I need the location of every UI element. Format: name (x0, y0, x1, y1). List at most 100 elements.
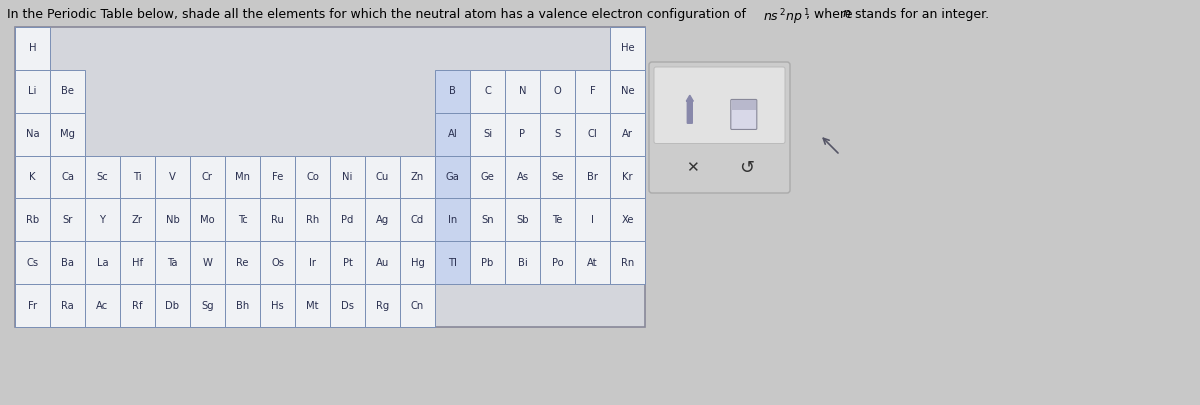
Text: Po: Po (552, 258, 563, 268)
Text: Mo: Mo (200, 215, 215, 225)
Bar (575, 70, 610, 113)
Bar (470, 198, 505, 241)
Bar (330, 198, 365, 241)
Bar (14, 27, 50, 70)
Bar (610, 70, 646, 113)
Text: V: V (169, 172, 176, 182)
Bar (190, 284, 226, 327)
Text: Co: Co (306, 172, 319, 182)
Text: Pd: Pd (341, 215, 354, 225)
Text: Rb: Rb (26, 215, 40, 225)
Bar (295, 156, 330, 198)
Text: Ru: Ru (271, 215, 284, 225)
Text: He: He (620, 43, 635, 53)
Bar (190, 198, 226, 241)
Text: stands for an integer.: stands for an integer. (851, 8, 989, 21)
Bar (732, 100, 756, 111)
Bar (50, 156, 85, 198)
Bar (226, 284, 260, 327)
Bar (120, 241, 155, 284)
Text: Be: Be (61, 86, 74, 96)
Bar (436, 156, 470, 198)
Text: Fe: Fe (272, 172, 283, 182)
Text: ✕: ✕ (686, 160, 698, 175)
Bar (50, 70, 85, 113)
Bar (120, 198, 155, 241)
Bar (155, 156, 190, 198)
Bar (400, 284, 436, 327)
Text: Sb: Sb (516, 215, 529, 225)
Text: Sr: Sr (62, 215, 73, 225)
Bar (505, 241, 540, 284)
Bar (155, 198, 190, 241)
Bar (505, 113, 540, 156)
Text: , where: , where (806, 8, 857, 21)
Text: Hg: Hg (410, 258, 425, 268)
Text: Ac: Ac (96, 301, 109, 311)
Bar (365, 241, 400, 284)
Text: I: I (592, 215, 594, 225)
Bar (330, 156, 365, 198)
Text: Zr: Zr (132, 215, 143, 225)
Text: W: W (203, 258, 212, 268)
Text: In: In (448, 215, 457, 225)
Text: In the Periodic Table below, shade all the elements for which the neutral atom h: In the Periodic Table below, shade all t… (7, 8, 750, 21)
Text: Os: Os (271, 258, 284, 268)
Bar (330, 241, 365, 284)
FancyArrow shape (686, 95, 694, 123)
Text: Cl: Cl (588, 129, 598, 139)
Bar (470, 156, 505, 198)
Bar (540, 70, 575, 113)
Bar (470, 241, 505, 284)
Text: Db: Db (166, 301, 180, 311)
Bar (436, 70, 470, 113)
Bar (610, 198, 646, 241)
Text: Na: Na (25, 129, 40, 139)
Text: Te: Te (552, 215, 563, 225)
Bar (295, 241, 330, 284)
Text: Ca: Ca (61, 172, 74, 182)
Bar (400, 156, 436, 198)
Text: Rh: Rh (306, 215, 319, 225)
Bar (50, 113, 85, 156)
Text: O: O (553, 86, 562, 96)
Text: Tc: Tc (238, 215, 247, 225)
Bar (505, 70, 540, 113)
Text: Cd: Cd (410, 215, 424, 225)
Bar (120, 156, 155, 198)
Text: Mn: Mn (235, 172, 250, 182)
Text: Cs: Cs (26, 258, 38, 268)
Bar (575, 156, 610, 198)
Text: Tl: Tl (448, 258, 457, 268)
Text: Sn: Sn (481, 215, 494, 225)
Bar (575, 198, 610, 241)
Text: Ga: Ga (445, 172, 460, 182)
Text: As: As (516, 172, 528, 182)
Bar (400, 241, 436, 284)
Bar (14, 284, 50, 327)
Text: Cu: Cu (376, 172, 389, 182)
Bar (14, 27, 646, 327)
Bar (575, 241, 610, 284)
Bar (365, 198, 400, 241)
Text: C: C (484, 86, 491, 96)
Bar (295, 198, 330, 241)
Text: Rg: Rg (376, 301, 389, 311)
Text: Rf: Rf (132, 301, 143, 311)
Bar (436, 113, 470, 156)
Text: Cr: Cr (202, 172, 214, 182)
Bar (540, 198, 575, 241)
Bar (505, 198, 540, 241)
Text: Sc: Sc (97, 172, 108, 182)
Bar (540, 113, 575, 156)
Bar (226, 241, 260, 284)
Bar (260, 241, 295, 284)
Bar (226, 156, 260, 198)
Text: Cn: Cn (410, 301, 424, 311)
Bar (365, 156, 400, 198)
FancyBboxPatch shape (649, 62, 790, 193)
Text: Mt: Mt (306, 301, 319, 311)
Text: $\mathit{ns}^{\,2}\mathit{np}^{\,1}$: $\mathit{ns}^{\,2}\mathit{np}^{\,1}$ (763, 7, 810, 27)
Bar (610, 156, 646, 198)
Bar (575, 113, 610, 156)
